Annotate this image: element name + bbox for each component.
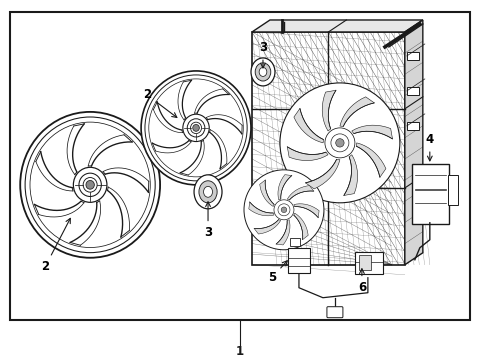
FancyBboxPatch shape — [411, 164, 448, 224]
Polygon shape — [293, 204, 319, 218]
Text: 4: 4 — [425, 133, 433, 161]
FancyBboxPatch shape — [406, 122, 418, 130]
Circle shape — [324, 128, 354, 158]
Ellipse shape — [203, 186, 212, 197]
Ellipse shape — [199, 181, 217, 203]
Polygon shape — [251, 20, 422, 32]
Polygon shape — [293, 213, 307, 240]
Ellipse shape — [194, 175, 222, 209]
FancyBboxPatch shape — [10, 12, 469, 320]
Polygon shape — [356, 143, 385, 177]
Polygon shape — [287, 147, 327, 161]
Polygon shape — [248, 202, 273, 216]
Text: 6: 6 — [357, 269, 365, 294]
Polygon shape — [293, 108, 323, 143]
Circle shape — [244, 170, 323, 250]
Polygon shape — [351, 125, 392, 139]
Circle shape — [280, 83, 399, 203]
FancyBboxPatch shape — [289, 238, 299, 246]
Text: 3: 3 — [258, 41, 266, 68]
FancyBboxPatch shape — [326, 307, 342, 318]
FancyBboxPatch shape — [406, 52, 418, 60]
Polygon shape — [259, 180, 274, 207]
FancyBboxPatch shape — [354, 252, 382, 274]
Ellipse shape — [79, 173, 101, 197]
Ellipse shape — [259, 67, 266, 76]
Ellipse shape — [83, 177, 97, 192]
Circle shape — [330, 134, 348, 152]
Ellipse shape — [250, 58, 274, 86]
Polygon shape — [276, 220, 289, 245]
Polygon shape — [305, 159, 339, 189]
FancyBboxPatch shape — [358, 255, 370, 270]
FancyBboxPatch shape — [447, 175, 457, 205]
Ellipse shape — [187, 119, 204, 137]
Circle shape — [273, 200, 293, 220]
Ellipse shape — [20, 112, 160, 258]
Text: 2: 2 — [41, 219, 70, 273]
Text: 3: 3 — [203, 202, 212, 239]
Text: 2: 2 — [142, 89, 177, 117]
Ellipse shape — [86, 180, 94, 189]
Polygon shape — [322, 90, 335, 131]
Ellipse shape — [73, 167, 107, 202]
FancyBboxPatch shape — [406, 87, 418, 95]
Ellipse shape — [255, 63, 270, 81]
Circle shape — [281, 207, 286, 213]
FancyBboxPatch shape — [287, 248, 309, 273]
Circle shape — [277, 204, 289, 216]
Ellipse shape — [192, 125, 199, 131]
Polygon shape — [277, 175, 291, 200]
Text: 1: 1 — [235, 345, 244, 358]
Polygon shape — [254, 220, 280, 234]
Text: 5: 5 — [267, 261, 286, 284]
Ellipse shape — [190, 122, 201, 134]
Polygon shape — [404, 20, 422, 265]
Polygon shape — [286, 185, 313, 200]
Ellipse shape — [183, 114, 209, 141]
Polygon shape — [251, 32, 404, 265]
Polygon shape — [343, 155, 357, 195]
Circle shape — [335, 139, 344, 147]
Ellipse shape — [141, 71, 250, 185]
Polygon shape — [339, 97, 373, 126]
